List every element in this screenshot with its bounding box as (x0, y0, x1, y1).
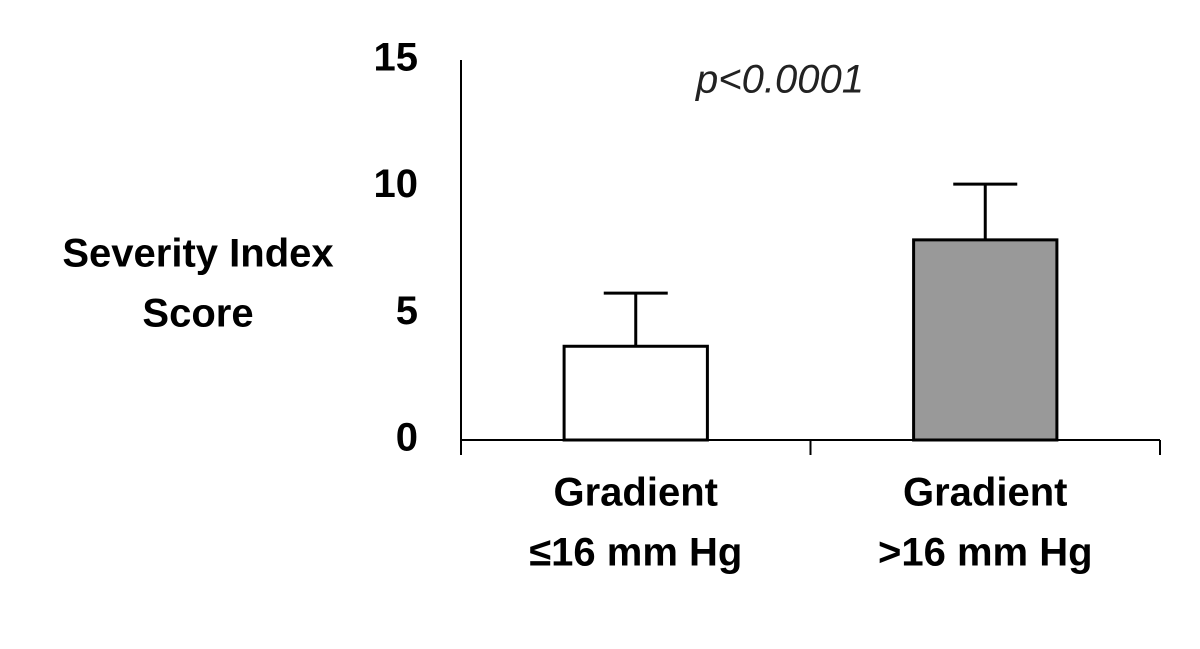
annotation: p<0.0001 (695, 58, 864, 102)
bar (562, 344, 709, 442)
y-tick-label: 0 (396, 416, 418, 460)
y-tick-label: 10 (374, 162, 419, 206)
y-tick-label: 5 (396, 289, 418, 333)
x-tick-label: ≤16 mm Hg (529, 531, 742, 575)
y-tick-label: 15 (374, 36, 419, 80)
y-axis-label: Severity Index (62, 232, 333, 276)
x-tick-label: Gradient (554, 471, 718, 515)
bar (912, 238, 1059, 442)
x-tick-label: Gradient (903, 471, 1067, 515)
y-axis-label: Score (142, 292, 253, 336)
x-tick-label: >16 mm Hg (878, 531, 1093, 575)
